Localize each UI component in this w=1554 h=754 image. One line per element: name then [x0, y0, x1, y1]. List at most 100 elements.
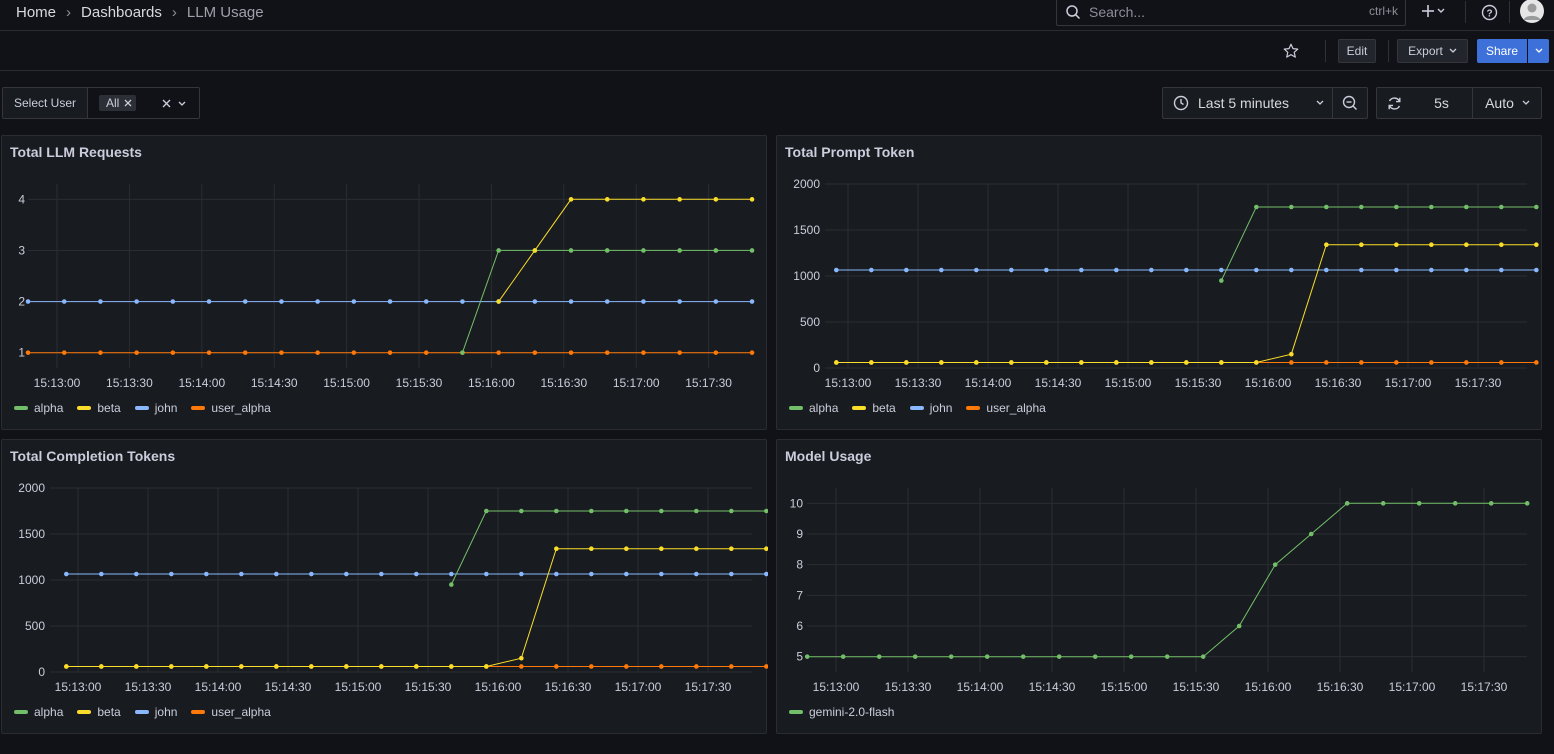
y-tick-label: 5: [796, 650, 803, 664]
data-point: [1200, 654, 1206, 659]
panel-title: Total LLM Requests: [10, 144, 142, 160]
help-button[interactable]: ?: [1479, 2, 1499, 22]
favorite-button[interactable]: [1280, 41, 1302, 61]
y-tick-label: 8: [796, 558, 803, 572]
data-point: [204, 571, 209, 577]
share-menu-button[interactable]: [1528, 39, 1549, 63]
legend-swatch: [77, 406, 92, 410]
breadcrumb-separator-icon: ›: [171, 3, 177, 21]
data-point: [764, 508, 768, 514]
panel-title: Total Prompt Token: [785, 144, 915, 160]
divider: [1509, 1, 1510, 23]
x-tick-label: 15:13:30: [106, 376, 153, 390]
panel-total-completion-tokens[interactable]: Total Completion Tokens 15:13:00 15:13:30…: [1, 439, 768, 735]
avatar[interactable]: [1520, 0, 1544, 23]
edit-button[interactable]: Edit: [1338, 39, 1376, 63]
data-point: [1272, 562, 1278, 567]
data-point: [713, 299, 719, 304]
export-button[interactable]: Export: [1397, 39, 1468, 63]
x-tick-label: 15:14:30: [1029, 680, 1076, 694]
legend-item[interactable]: john: [909, 401, 952, 415]
data-point: [532, 299, 538, 304]
data-point: [713, 248, 719, 253]
data-point: [1289, 204, 1294, 210]
selected-value-chip[interactable]: All: [99, 95, 137, 111]
legend-item[interactable]: john: [134, 401, 177, 415]
search-placeholder: Search...: [1089, 4, 1146, 20]
data-point: [1499, 204, 1504, 210]
data-point: [1009, 267, 1014, 273]
new-menu-button[interactable]: [1416, 0, 1450, 22]
time-range-picker[interactable]: Last 5 minutes: [1163, 88, 1333, 118]
breadcrumb-dashboards[interactable]: Dashboards: [81, 3, 162, 21]
data-point: [1488, 501, 1494, 506]
data-point: [134, 299, 139, 304]
data-point: [61, 350, 67, 355]
remove-icon[interactable]: [124, 99, 132, 107]
panel-total-llm-requests[interactable]: Total LLM Requests 15:13:00 15:13:30 15:14…: [1, 135, 767, 430]
auto-refresh-select[interactable]: Auto: [1472, 88, 1542, 118]
legend-item[interactable]: user_alpha: [191, 401, 271, 415]
data-point: [1359, 242, 1364, 248]
data-point: [1149, 267, 1154, 273]
legend-item[interactable]: alpha: [14, 401, 63, 415]
panel-total-prompt-token[interactable]: Total Prompt Token 15:13:00 15:13:30 15:14…: [776, 135, 1542, 430]
data-point: [351, 350, 357, 355]
clear-icon[interactable]: [162, 99, 171, 108]
legend-label: gemini-2.0-flash: [809, 705, 895, 719]
data-point: [624, 508, 629, 514]
data-point: [1394, 242, 1399, 248]
data-point: [604, 248, 610, 253]
refresh-button[interactable]: [1377, 88, 1411, 118]
user-select[interactable]: All: [88, 88, 199, 118]
data-point: [449, 571, 454, 577]
time-series-chart[interactable]: 15:13:00 15:13:30 15:14:00 15:14:30 15:15:00…: [777, 136, 1543, 431]
time-series-chart[interactable]: 15:13:00 15:13:30 15:14:00 15:14:30 15:15:00…: [2, 440, 768, 735]
search-input[interactable]: Search... ctrl+k: [1056, 0, 1406, 26]
breadcrumb-home[interactable]: Home: [16, 3, 57, 21]
refresh-interval[interactable]: 5s: [1434, 95, 1449, 111]
data-point: [749, 248, 755, 253]
time-series-chart[interactable]: 15:13:00 15:13:30 15:14:00 15:14:30 15:15:00…: [2, 136, 768, 431]
data-point: [1184, 360, 1189, 365]
data-point: [939, 267, 944, 273]
zoom-out-button[interactable]: [1333, 88, 1367, 118]
data-point: [974, 267, 979, 273]
legend-swatch: [191, 710, 206, 714]
legend-item[interactable]: beta: [77, 401, 121, 415]
data-point: [519, 508, 524, 514]
data-point: [749, 299, 755, 304]
data-point: [1524, 501, 1530, 506]
x-tick-label: 15:13:30: [125, 680, 172, 694]
y-tick-label: 9: [796, 527, 803, 541]
chevron-down-icon[interactable]: [178, 101, 186, 107]
data-point: [279, 350, 284, 355]
legend-item[interactable]: alpha: [789, 401, 838, 415]
x-tick-label: 15:16:00: [1245, 376, 1292, 390]
data-point: [694, 664, 699, 669]
data-point: [387, 350, 393, 355]
grid: [28, 184, 750, 368]
data-point: [387, 299, 393, 304]
breadcrumb-separator-icon: ›: [66, 3, 72, 21]
time-range-label: Last 5 minutes: [1198, 95, 1290, 111]
legend-item[interactable]: john: [134, 705, 177, 719]
legend-item[interactable]: user_alpha: [966, 401, 1046, 415]
share-button[interactable]: Share: [1477, 39, 1527, 63]
data-point: [1254, 204, 1259, 210]
legend-item[interactable]: beta: [852, 401, 896, 415]
data-point: [713, 350, 719, 355]
time-range-controls: Last 5 minutes: [1162, 87, 1368, 119]
panel-model-usage[interactable]: Model Usage 15:13:00 15:13:30 15:14:00 15:1…: [776, 439, 1542, 734]
data-point: [1394, 360, 1399, 365]
legend-item[interactable]: alpha: [14, 705, 63, 719]
data-point: [624, 664, 629, 669]
legend-item[interactable]: beta: [77, 705, 121, 719]
legend-item[interactable]: user_alpha: [191, 705, 271, 719]
time-series-chart[interactable]: 15:13:00 15:13:30 15:14:00 15:14:30 15:15:00…: [777, 440, 1543, 735]
data-point: [554, 571, 559, 577]
data-point: [1499, 267, 1504, 273]
data-point: [659, 508, 664, 514]
legend-item[interactable]: gemini-2.0-flash: [789, 705, 894, 719]
x-tick-label: 15:17:30: [1455, 376, 1502, 390]
